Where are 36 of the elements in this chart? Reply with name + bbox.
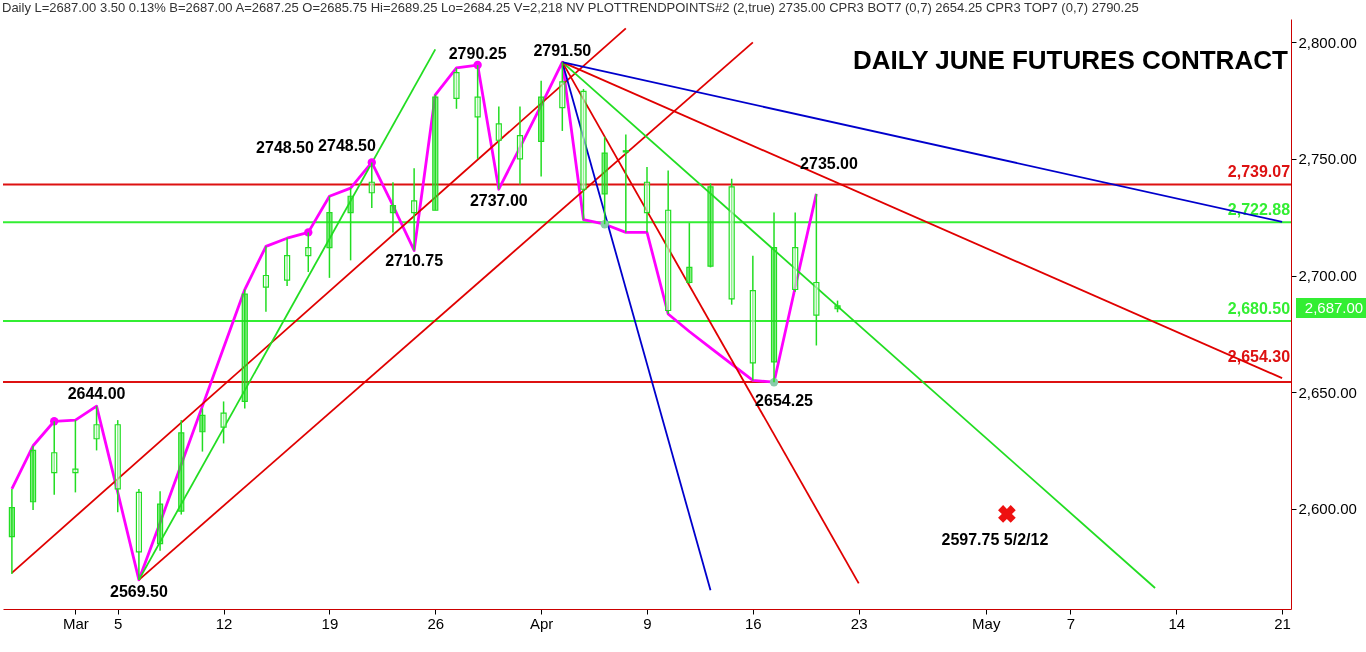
annotation: 2654.25 (755, 392, 814, 410)
x-tick-label: 9 (643, 614, 652, 632)
annotation: 2737.00 (469, 192, 528, 210)
y-tick-label: 2,700.00 (1298, 267, 1357, 285)
annotation: 2597.75 5/2/12 (941, 530, 1049, 548)
annotation: 2710.75 (385, 252, 444, 270)
x-tick-label: May (972, 614, 1001, 632)
annotation: 2791.50 (533, 42, 592, 60)
annotation: 2748.50 (256, 139, 315, 156)
annotation: 2569.50 (109, 582, 168, 600)
x-tick-label: 14 (1168, 614, 1186, 632)
y-tick-label: 2,600.00 (1298, 500, 1357, 518)
annotation: 2748.50 (318, 137, 377, 154)
ref-line-label: 2,680.50 (1227, 300, 1291, 317)
ref-line-label: 2,739.07 (1227, 163, 1291, 181)
x-tick-label: 26 (427, 614, 445, 632)
x-tick-label: Mar (62, 614, 89, 632)
x-tick-label: 7 (1066, 614, 1076, 632)
x-tick-label: 23 (850, 614, 868, 632)
x-tick-label: 16 (745, 614, 762, 632)
x-tick-label: 12 (215, 614, 233, 632)
x-tick-label: 5 (114, 614, 123, 632)
x-tick-label: Apr (529, 614, 554, 632)
ref-line-label: 2,654.30 (1227, 348, 1291, 366)
y-tick-label: 2,650.00 (1298, 383, 1357, 401)
chart-subtitle: Daily L=2687.00 3.50 0.13% B=2687.00 A=2687.25 O=2685.75 Hi=2689.25 Lo=2684.25 V=2,218 NV PLOTTRENDPOINTS#2 (2,true) 2735.00 CPR3 BOT7 (0,7) 2654.25 CPR3 TOP7 (0,7) 2790.25 (2, 0, 1139, 15)
annotation: 2644.00 (67, 385, 126, 403)
text: DAILY JUNE FUTURES CONTRACT (852, 44, 1288, 75)
x-tick-label: 19 (321, 614, 339, 632)
annotation: 2735.00 (800, 155, 859, 172)
annotation: 2790.25 (448, 45, 507, 63)
text: 2,687.00 (1304, 299, 1364, 316)
ref-line-label: 2,722.88 (1227, 201, 1291, 219)
y-tick-label: 2,750.00 (1298, 150, 1357, 168)
y-tick-label: 2,800.00 (1298, 33, 1357, 51)
x-tick-label: 21 (1274, 614, 1291, 632)
